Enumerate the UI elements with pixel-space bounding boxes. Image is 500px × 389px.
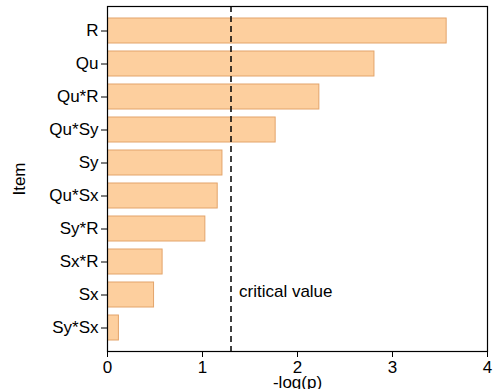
svg-text:2: 2: [292, 357, 303, 377]
svg-text:Sy: Sy: [79, 153, 99, 172]
svg-text:1: 1: [198, 358, 207, 377]
svg-text:Sx*R: Sx*R: [60, 252, 99, 271]
svg-text:Qu*Sx: Qu*Sx: [49, 186, 99, 205]
svg-text:Sy*R: Sy*R: [60, 219, 99, 238]
svg-text:0: 0: [103, 358, 112, 377]
svg-text:4: 4: [483, 358, 492, 377]
svg-text:Qu*Sy: Qu*Sy: [49, 120, 99, 139]
svg-text:Sx: Sx: [79, 285, 99, 304]
svg-text:Qu*R: Qu*R: [57, 87, 99, 106]
svg-text:Item: Item: [10, 162, 29, 195]
svg-text:Sy*Sx: Sy*Sx: [52, 318, 99, 337]
svg-text:-log(p): -log(p): [273, 373, 322, 389]
svg-text:3: 3: [388, 358, 397, 377]
svg-text:R: R: [86, 21, 98, 40]
svg-text:critical value: critical value: [239, 282, 333, 301]
svg-text:Qu: Qu: [76, 54, 99, 73]
